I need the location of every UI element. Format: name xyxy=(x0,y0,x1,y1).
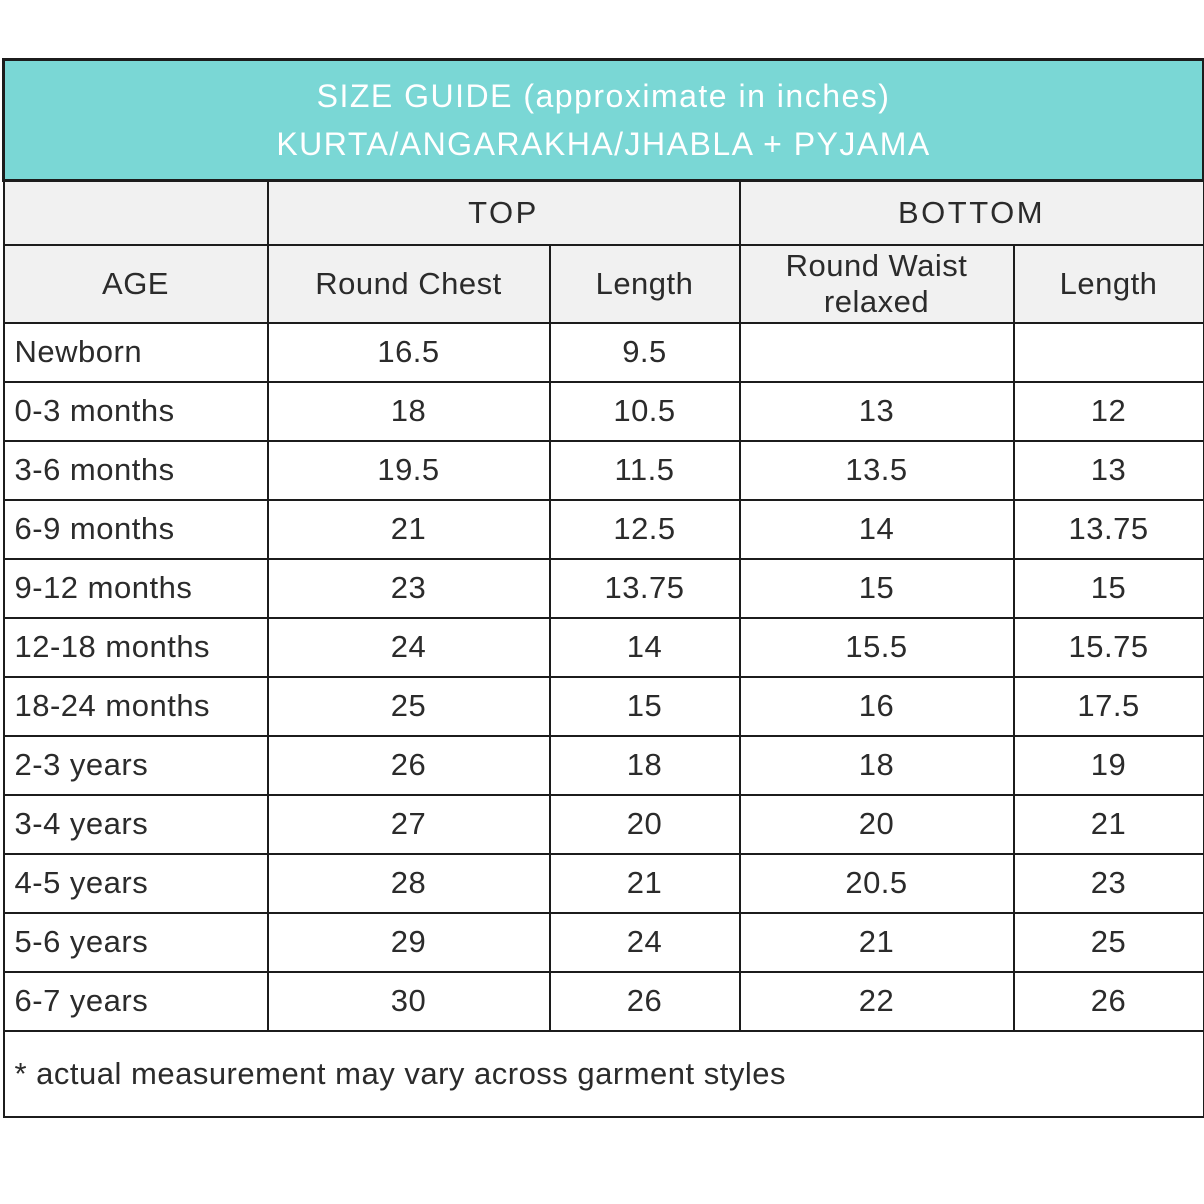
age-cell: 3-4 years xyxy=(2,793,269,855)
age-cell: 9-12 months xyxy=(2,557,269,619)
table-row: 6-7 years 30 26 22 26 xyxy=(2,970,1204,1032)
age-cell: 3-6 months xyxy=(2,439,269,501)
table-row: 2-3 years 26 18 18 19 xyxy=(2,734,1204,796)
group-header-bottom: BOTTOM xyxy=(738,179,1204,246)
value-cell: 16.5 xyxy=(266,321,551,383)
value-cell: 19 xyxy=(1012,734,1204,796)
value-cell: 26 xyxy=(1012,970,1204,1032)
age-cell: 6-7 years xyxy=(2,970,269,1032)
value-cell: 12 xyxy=(1012,380,1204,442)
table-row: Newborn 16.5 9.5 xyxy=(2,321,1204,383)
value-cell: 13 xyxy=(738,380,1015,442)
group-header-age-spacer xyxy=(2,179,269,246)
column-header-round-waist-relaxed: Round Waist relaxed xyxy=(738,243,1015,324)
value-cell: 20 xyxy=(738,793,1015,855)
table-row: 4-5 years 28 21 20.5 23 xyxy=(2,852,1204,914)
title-line-2: KURTA/ANGARAKHA/JHABLA + PYJAMA xyxy=(276,126,931,162)
size-guide-title-cell: SIZE GUIDE (approximate in inches) KURTA… xyxy=(1,58,1204,182)
value-cell: 30 xyxy=(266,970,551,1032)
table-row: 6-9 months 21 12.5 14 13.75 xyxy=(2,498,1204,560)
column-header-age: AGE xyxy=(2,243,269,324)
size-table-body: Newborn 16.5 9.5 0-3 months 18 10.5 13 12 3-6 mo… xyxy=(2,321,1204,1032)
column-header-bottom-length: Length xyxy=(1012,243,1204,324)
value-cell: 15 xyxy=(548,675,741,737)
table-row: 3-6 months 19.5 11.5 13.5 13 xyxy=(2,439,1204,501)
title-band: SIZE GUIDE (approximate in inches) KURTA… xyxy=(1,58,1204,182)
age-cell: 6-9 months xyxy=(2,498,269,560)
value-cell: 10.5 xyxy=(548,380,741,442)
value-cell: 13.75 xyxy=(548,557,741,619)
value-cell: 15 xyxy=(1012,557,1204,619)
value-cell xyxy=(738,321,1015,383)
value-cell: 18 xyxy=(548,734,741,796)
value-cell: 23 xyxy=(266,557,551,619)
value-cell: 15 xyxy=(738,557,1015,619)
group-header-row: TOP BOTTOM xyxy=(2,179,1204,246)
value-cell: 20.5 xyxy=(738,852,1015,914)
table-row: 9-12 months 23 13.75 15 15 xyxy=(2,557,1204,619)
value-cell: 21 xyxy=(1012,793,1204,855)
value-cell: 19.5 xyxy=(266,439,551,501)
value-cell: 27 xyxy=(266,793,551,855)
value-cell: 21 xyxy=(548,852,741,914)
table-row: 5-6 years 29 24 21 25 xyxy=(2,911,1204,973)
value-cell: 20 xyxy=(548,793,741,855)
value-cell: 11.5 xyxy=(548,439,741,501)
table-row: 3-4 years 27 20 20 21 xyxy=(2,793,1204,855)
age-cell: 2-3 years xyxy=(2,734,269,796)
value-cell: 25 xyxy=(1012,911,1204,973)
group-header-top: TOP xyxy=(266,179,741,246)
value-cell: 13.5 xyxy=(738,439,1015,501)
value-cell: 13.75 xyxy=(1012,498,1204,560)
table-row: 0-3 months 18 10.5 13 12 xyxy=(2,380,1204,442)
value-cell xyxy=(1012,321,1204,383)
value-cell: 18 xyxy=(266,380,551,442)
column-header-row: AGE Round Chest Length Round Waist relax… xyxy=(2,243,1204,324)
value-cell: 9.5 xyxy=(548,321,741,383)
title-line-1: SIZE GUIDE (approximate in inches) xyxy=(316,78,891,114)
value-cell: 15.75 xyxy=(1012,616,1204,678)
value-cell: 23 xyxy=(1012,852,1204,914)
column-header-round-chest: Round Chest xyxy=(266,243,551,324)
value-cell: 15.5 xyxy=(738,616,1015,678)
value-cell: 17.5 xyxy=(1012,675,1204,737)
value-cell: 24 xyxy=(548,911,741,973)
column-header-top-length: Length xyxy=(548,243,741,324)
age-cell: 0-3 months xyxy=(2,380,269,442)
age-cell: Newborn xyxy=(2,321,269,383)
age-cell: 18-24 months xyxy=(2,675,269,737)
value-cell: 21 xyxy=(266,498,551,560)
age-cell: 12-18 months xyxy=(2,616,269,678)
value-cell: 18 xyxy=(738,734,1015,796)
value-cell: 28 xyxy=(266,852,551,914)
age-cell: 5-6 years xyxy=(2,911,269,973)
table-row: 12-18 months 24 14 15.5 15.75 xyxy=(2,616,1204,678)
value-cell: 26 xyxy=(548,970,741,1032)
value-cell: 13 xyxy=(1012,439,1204,501)
value-cell: 24 xyxy=(266,616,551,678)
value-cell: 21 xyxy=(738,911,1015,973)
table-row: 18-24 months 25 15 16 17.5 xyxy=(2,675,1204,737)
age-cell: 4-5 years xyxy=(2,852,269,914)
footnote-text: * actual measurement may vary across gar… xyxy=(2,1029,1204,1118)
value-cell: 22 xyxy=(738,970,1015,1032)
value-cell: 29 xyxy=(266,911,551,973)
value-cell: 25 xyxy=(266,675,551,737)
footnote-row: * actual measurement may vary across gar… xyxy=(2,1029,1204,1118)
value-cell: 16 xyxy=(738,675,1015,737)
value-cell: 14 xyxy=(738,498,1015,560)
value-cell: 12.5 xyxy=(548,498,741,560)
value-cell: 26 xyxy=(266,734,551,796)
value-cell: 14 xyxy=(548,616,741,678)
size-guide-table: SIZE GUIDE (approximate in inches) KURTA… xyxy=(1,58,1204,1118)
